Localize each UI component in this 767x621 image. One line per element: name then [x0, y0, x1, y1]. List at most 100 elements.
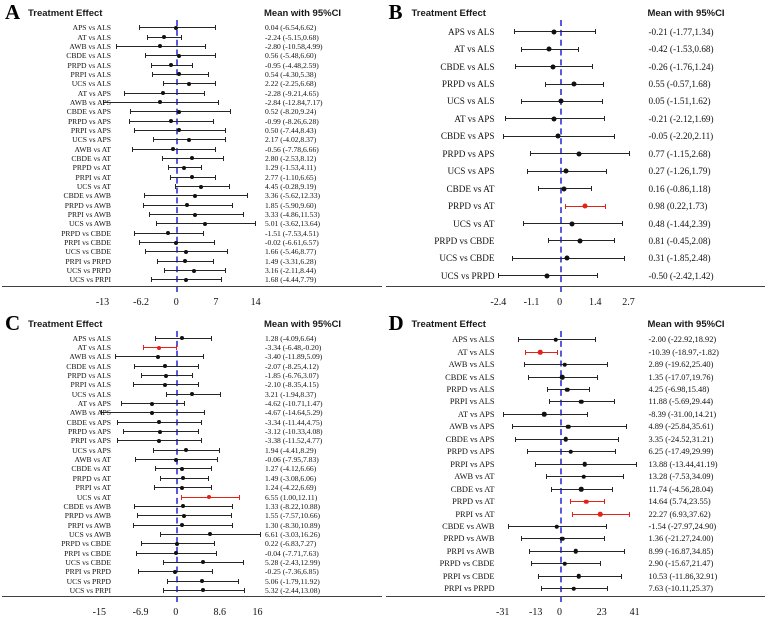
ci-plot [111, 446, 259, 455]
mean-ci-value: -3.12 (-10.33,4.08) [265, 427, 323, 437]
ci-plot [111, 539, 259, 548]
point-estimate-marker [562, 362, 568, 367]
mean-ci-value: 2.22 (-2.25,6.68) [265, 79, 317, 89]
forest-row: PRPD vs AWB 1.55 (-7.57,10.66) [0, 511, 384, 520]
mean-ci-value: -2.10 (-8.35,4.15) [265, 380, 319, 390]
ci-plot [495, 58, 643, 75]
forest-row: UCS vs APS 0.27 (-1.26,1.79) [384, 163, 767, 180]
forest-row: AWB vs AT 13.28 (-7.53,34.09) [384, 470, 767, 482]
point-estimate-marker [177, 53, 182, 58]
point-estimate-marker [157, 429, 162, 434]
point-estimate-marker [578, 486, 584, 492]
point-estimate-marker [582, 203, 588, 209]
forest-row: PRPI vs AT 22.27 (6.93,37.62) [384, 508, 767, 520]
ci-plot [111, 229, 259, 238]
forest-row: UCS vs PRPI 1.68 (-4.44,7.79) [0, 275, 384, 284]
forest-row: CBDE vs ALS -0.26 (-1.76,1.24) [384, 58, 767, 75]
ci-plot [111, 201, 259, 210]
ci-plot [495, 128, 643, 145]
point-estimate-marker [541, 412, 547, 417]
point-estimate-marker [571, 586, 576, 592]
comparison-label: PRPD vs AT [448, 201, 495, 212]
mean-ci-value: 13.88 (-13.44,41.19) [648, 459, 718, 469]
ci-plot [495, 495, 643, 507]
mean-ci-value: -0.04 (-7.71,7.63) [265, 548, 319, 558]
point-estimate-marker [163, 382, 168, 387]
mean-ci-value: 4.45 (-0.28,9.19) [265, 182, 317, 192]
forest-row: CBDE vs AT 11.74 (-4.56,28.04) [384, 483, 767, 495]
axis-tick-label: 23 [596, 607, 607, 618]
forest-row: CBDE vs APS 0.52 (-8.20,9.24) [0, 107, 384, 116]
ci-plot [495, 180, 643, 197]
point-estimate-marker [538, 349, 543, 355]
mean-ci-value: 1.66 (-5.46,8.77) [265, 247, 317, 257]
zero-reference-line [175, 330, 178, 602]
comparison-label: CBDE vs APS [66, 107, 111, 117]
forest-row: PRPI vs AWB 3.33 (-4.86,11.53) [0, 210, 384, 219]
ci-plot [495, 421, 643, 433]
mean-ci-value: 2.89 (-19.62,25.40) [648, 360, 714, 370]
comparison-label: AWB vs APS [449, 422, 495, 432]
mean-ci-value: 1.30 (-8.30,10.89) [265, 520, 321, 530]
panel-a: A Treatment Effect Mean with 95%CI APS v… [0, 0, 384, 311]
ci-plot [495, 40, 643, 57]
point-estimate-marker [165, 231, 170, 236]
comparison-label: PRPD vs AT [452, 497, 495, 507]
ci-plot [111, 558, 259, 567]
forest-row: UCS vs AWB 5.01 (-3.62,13.64) [0, 219, 384, 228]
ci-plot [111, 210, 259, 219]
ci-plot [495, 215, 643, 232]
forest-row: CBDE vs APS -0.05 (-2.20,2.11) [384, 128, 767, 145]
forest-row: UCS vs ALS 3.21 (-1.94,8.37) [0, 390, 384, 399]
forest-row: PRPD vs AWB 1.36 (-21.27,24.00) [384, 533, 767, 545]
ci-plot [111, 247, 259, 256]
comparison-label: UCS vs ALS [447, 96, 495, 107]
ci-plot [495, 520, 643, 532]
forest-row: PRPD vs AWB 1.85 (-5.90,9.60) [0, 201, 384, 210]
comparison-label: PRPI vs PRPD [65, 567, 111, 577]
point-estimate-marker [576, 151, 582, 157]
treatment-effect-header: Treatment Effect [411, 8, 486, 19]
ci-plot [111, 455, 259, 464]
mean-ci-value: 6.61 (-3.03,16.26) [265, 529, 321, 539]
ci-plot [111, 51, 259, 60]
mean-ci-value: 6.25 (-17.49,29.99) [648, 447, 714, 457]
forest-row: PRPI vs PRPD 1.49 (-3.31,6.28) [0, 257, 384, 266]
ci-plot [495, 23, 643, 40]
point-estimate-marker [173, 457, 178, 462]
comparison-label: PRPI vs PRPD [65, 256, 111, 266]
comparison-label: AT vs APS [457, 409, 495, 419]
ci-plot [495, 545, 643, 557]
mean-ci-value: 2.77 (-1.10,6.65) [265, 172, 317, 182]
comparison-label: AWB vs AT [74, 455, 111, 465]
point-estimate-marker [156, 354, 161, 359]
mean-ci-value: -4.67 (-14.64,5.29) [265, 408, 323, 418]
mean-ci-value: 5.32 (-2.44,13.08) [265, 585, 321, 595]
ci-plot [111, 418, 259, 427]
ci-plot [111, 116, 259, 125]
point-estimate-marker [565, 387, 570, 392]
forest-row: UCS vs ALS 2.22 (-2.25,6.68) [0, 79, 384, 88]
point-estimate-marker [551, 29, 557, 35]
axis-tick-label: 0 [557, 296, 563, 308]
ci-plot [111, 483, 259, 492]
forest-row: PRPD vs APS 6.25 (-17.49,29.99) [384, 446, 767, 458]
zero-reference-line [559, 330, 562, 602]
ci-plot [495, 145, 643, 162]
mean-ci-value: 0.54 (-4.30,5.38) [265, 69, 317, 79]
ci-plot [111, 427, 259, 436]
comparison-label: UCS vs CBDE [65, 557, 111, 567]
mean-ci-value: 3.21 (-1.94,8.37) [265, 389, 317, 399]
comparison-label: PRPI vs CBDE [442, 571, 495, 581]
comparison-label: CBDE vs ALS [440, 61, 495, 72]
mean-ci-value: -3.34 (-6.48,-0.20) [265, 343, 322, 353]
mean-ci-value: 0.98 (0.22,1.73) [648, 201, 708, 212]
point-estimate-marker [559, 374, 565, 380]
panel-d: D Treatment Effect Mean with 95%CI APS v… [384, 311, 767, 621]
forest-row: PRPD vs APS -0.99 (-8.26,6.28) [0, 116, 384, 126]
comparison-label: PRPI vs AWB [446, 546, 495, 556]
ci-plot [495, 446, 643, 458]
panel-b-letter: B [388, 0, 403, 24]
mean-ci-value: 1.27 (-4.12,6.66) [265, 464, 317, 474]
